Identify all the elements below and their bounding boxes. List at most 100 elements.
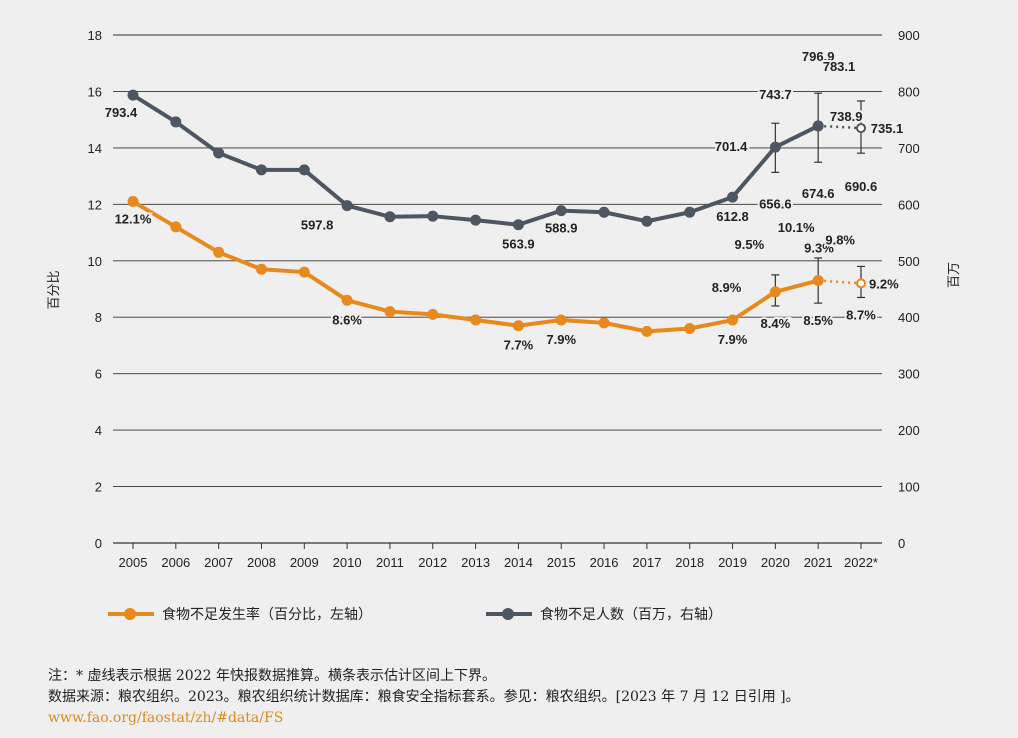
y-right-tick-label: 500 <box>898 254 920 269</box>
data-label: 656.6 <box>759 196 792 211</box>
data-label: 738.9 <box>830 109 863 124</box>
data-label: 8.6% <box>332 312 362 327</box>
x-tick-label: 2010 <box>333 555 362 570</box>
data-point <box>555 314 567 326</box>
data-label: 8.5% <box>803 313 833 328</box>
data-label: 7.9% <box>546 332 576 347</box>
data-label: 8.9% <box>712 280 742 295</box>
data-point <box>170 116 182 128</box>
y-right-tick-label: 100 <box>898 480 920 495</box>
gridlines <box>113 34 882 544</box>
y-right-tick-label: 0 <box>898 536 905 551</box>
data-label: 7.9% <box>718 332 748 347</box>
data-point <box>856 123 866 134</box>
x-tick-label: 2018 <box>675 555 704 570</box>
x-tick-label: 2013 <box>461 555 490 570</box>
data-label: 588.9 <box>545 221 578 236</box>
data-point <box>127 196 139 208</box>
data-point <box>384 211 396 223</box>
data-point <box>298 164 310 176</box>
source-link[interactable]: www.fao.org/faostat/zh/#data/FS <box>48 710 284 726</box>
data-label: 793.4 <box>105 105 138 120</box>
y-axis-right-label: 百万 <box>946 262 961 288</box>
x-tick-label: 2017 <box>632 555 661 570</box>
data-point <box>684 206 696 218</box>
legend-item-number: 食物不足人数（百万，右轴） <box>486 604 722 624</box>
data-point <box>684 323 696 335</box>
data-point <box>341 294 353 306</box>
x-tick-label: 2016 <box>590 555 619 570</box>
data-label: 9.2% <box>869 276 899 291</box>
legend-swatch-orange <box>108 607 154 621</box>
x-tick-label: 2020 <box>761 555 790 570</box>
data-point <box>769 141 781 153</box>
data-point <box>427 210 439 222</box>
y-right-tick-label: 900 <box>898 28 920 43</box>
y-right-tick-label: 300 <box>898 367 920 382</box>
data-point <box>512 219 524 231</box>
data-label: 8.7% <box>846 307 876 322</box>
x-tick-label: 2012 <box>418 555 447 570</box>
data-label: 796.9 <box>802 49 835 64</box>
data-point <box>641 325 653 337</box>
data-label: 8.4% <box>761 316 791 331</box>
data-label: 12.1% <box>115 212 152 227</box>
data-label: 563.9 <box>502 237 535 252</box>
y-left-tick-label: 12 <box>88 197 102 212</box>
data-label: 743.7 <box>759 87 792 102</box>
y-right-tick-label: 600 <box>898 197 920 212</box>
y-left-tick-label: 10 <box>88 254 102 269</box>
x-tick-label: 2009 <box>290 555 319 570</box>
source-text: 数据来源：粮农组织。2023。粮农组织统计数据库：粮食安全指标套系。参见：粮农组… <box>48 689 800 705</box>
y-left-tick-label: 14 <box>88 141 102 156</box>
x-tick-label: 2007 <box>204 555 233 570</box>
y-right-tick-label: 200 <box>898 423 920 438</box>
y-left-tick-label: 8 <box>95 310 102 325</box>
legend-swatch-grey <box>486 607 532 621</box>
note-text: 注：* 虚线表示根据 2022 年快报数据推算。横条表示估计区间上下界。 <box>48 668 496 684</box>
legend-label: 食物不足人数（百万，右轴） <box>540 606 722 622</box>
data-point <box>769 286 781 298</box>
data-point <box>384 306 396 318</box>
series-projection-line <box>818 279 862 285</box>
data-label: 701.4 <box>715 139 748 154</box>
x-tick-label: 2008 <box>247 555 276 570</box>
y-left-tick-label: 6 <box>95 367 102 382</box>
data-point <box>641 215 653 227</box>
data-label: 690.6 <box>845 179 878 194</box>
y-left-tick-label: 18 <box>88 28 102 43</box>
x-tick-label: 2015 <box>547 555 576 570</box>
data-point <box>213 147 225 159</box>
data-point <box>427 308 439 320</box>
data-label: 9.3% <box>804 241 834 256</box>
data-label: 783.1 <box>823 59 856 74</box>
x-tick-label: 2005 <box>119 555 148 570</box>
data-point <box>812 275 824 287</box>
data-point <box>255 263 267 275</box>
data-label: 597.8 <box>301 218 334 233</box>
x-tick-label: 2019 <box>718 555 747 570</box>
series-projection-line <box>818 124 862 130</box>
data-label: 612.8 <box>716 209 749 224</box>
y-axis-left-label: 百分比 <box>46 270 61 309</box>
y-left-tick-label: 0 <box>95 536 102 551</box>
data-point <box>598 317 610 329</box>
data-point <box>170 221 182 233</box>
data-point <box>341 200 353 212</box>
data-point <box>298 266 310 278</box>
data-point <box>470 314 482 326</box>
data-point <box>598 206 610 218</box>
data-labels: 12.1% 8.6% 7.7% 7.9% 7.9% 8.9% 9.5% 8.4% 10.1% 9.… <box>103 47 906 354</box>
y-right-tick-label: 700 <box>898 141 920 156</box>
data-point <box>812 120 824 132</box>
y-left-tick-label: 2 <box>95 480 102 495</box>
y-right-tick-label: 800 <box>898 84 920 99</box>
x-tick-label: 2011 <box>376 555 404 570</box>
data-point <box>727 314 739 326</box>
data-label: 674.6 <box>802 186 835 201</box>
y-left-tick-label: 4 <box>95 423 102 438</box>
data-label: 9.8% <box>825 232 855 247</box>
data-point <box>727 191 739 203</box>
